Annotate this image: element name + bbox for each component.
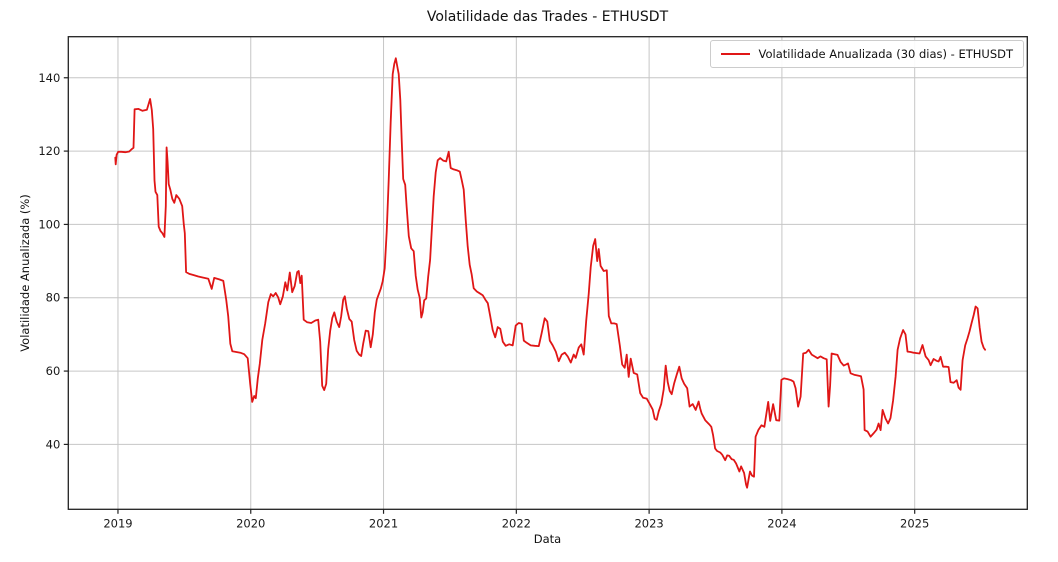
plot-border bbox=[67, 36, 1028, 510]
y-tick-label: 80 bbox=[46, 291, 61, 305]
y-tick-label: 140 bbox=[38, 71, 60, 85]
y-axis-label: Volatilidade Anualizada (%) bbox=[18, 194, 32, 352]
legend-label: Volatilidade Anualizada (30 dias) - ETHU… bbox=[758, 47, 1013, 61]
x-tick-label: 2020 bbox=[236, 516, 265, 530]
chart-title: Volatilidade das Trades - ETHUSDT bbox=[426, 9, 669, 25]
x-tick-label: 2025 bbox=[900, 516, 929, 530]
legend-line-sample-icon bbox=[720, 53, 750, 55]
x-tick-label: 2023 bbox=[634, 516, 663, 530]
y-tick-label: 100 bbox=[38, 217, 60, 231]
legend: Volatilidade Anualizada (30 dias) - ETHU… bbox=[709, 40, 1024, 68]
x-tick-label: 2021 bbox=[369, 516, 398, 530]
x-tick-label: 2022 bbox=[502, 516, 531, 530]
volatility-line bbox=[114, 57, 986, 489]
x-tick-label: 2019 bbox=[103, 516, 132, 530]
x-tick-label: 2024 bbox=[767, 516, 796, 530]
y-tick-label: 40 bbox=[46, 437, 61, 451]
y-tick-label: 120 bbox=[38, 144, 60, 158]
x-axis-label: Data bbox=[533, 532, 562, 546]
y-tick-label: 60 bbox=[46, 364, 61, 378]
